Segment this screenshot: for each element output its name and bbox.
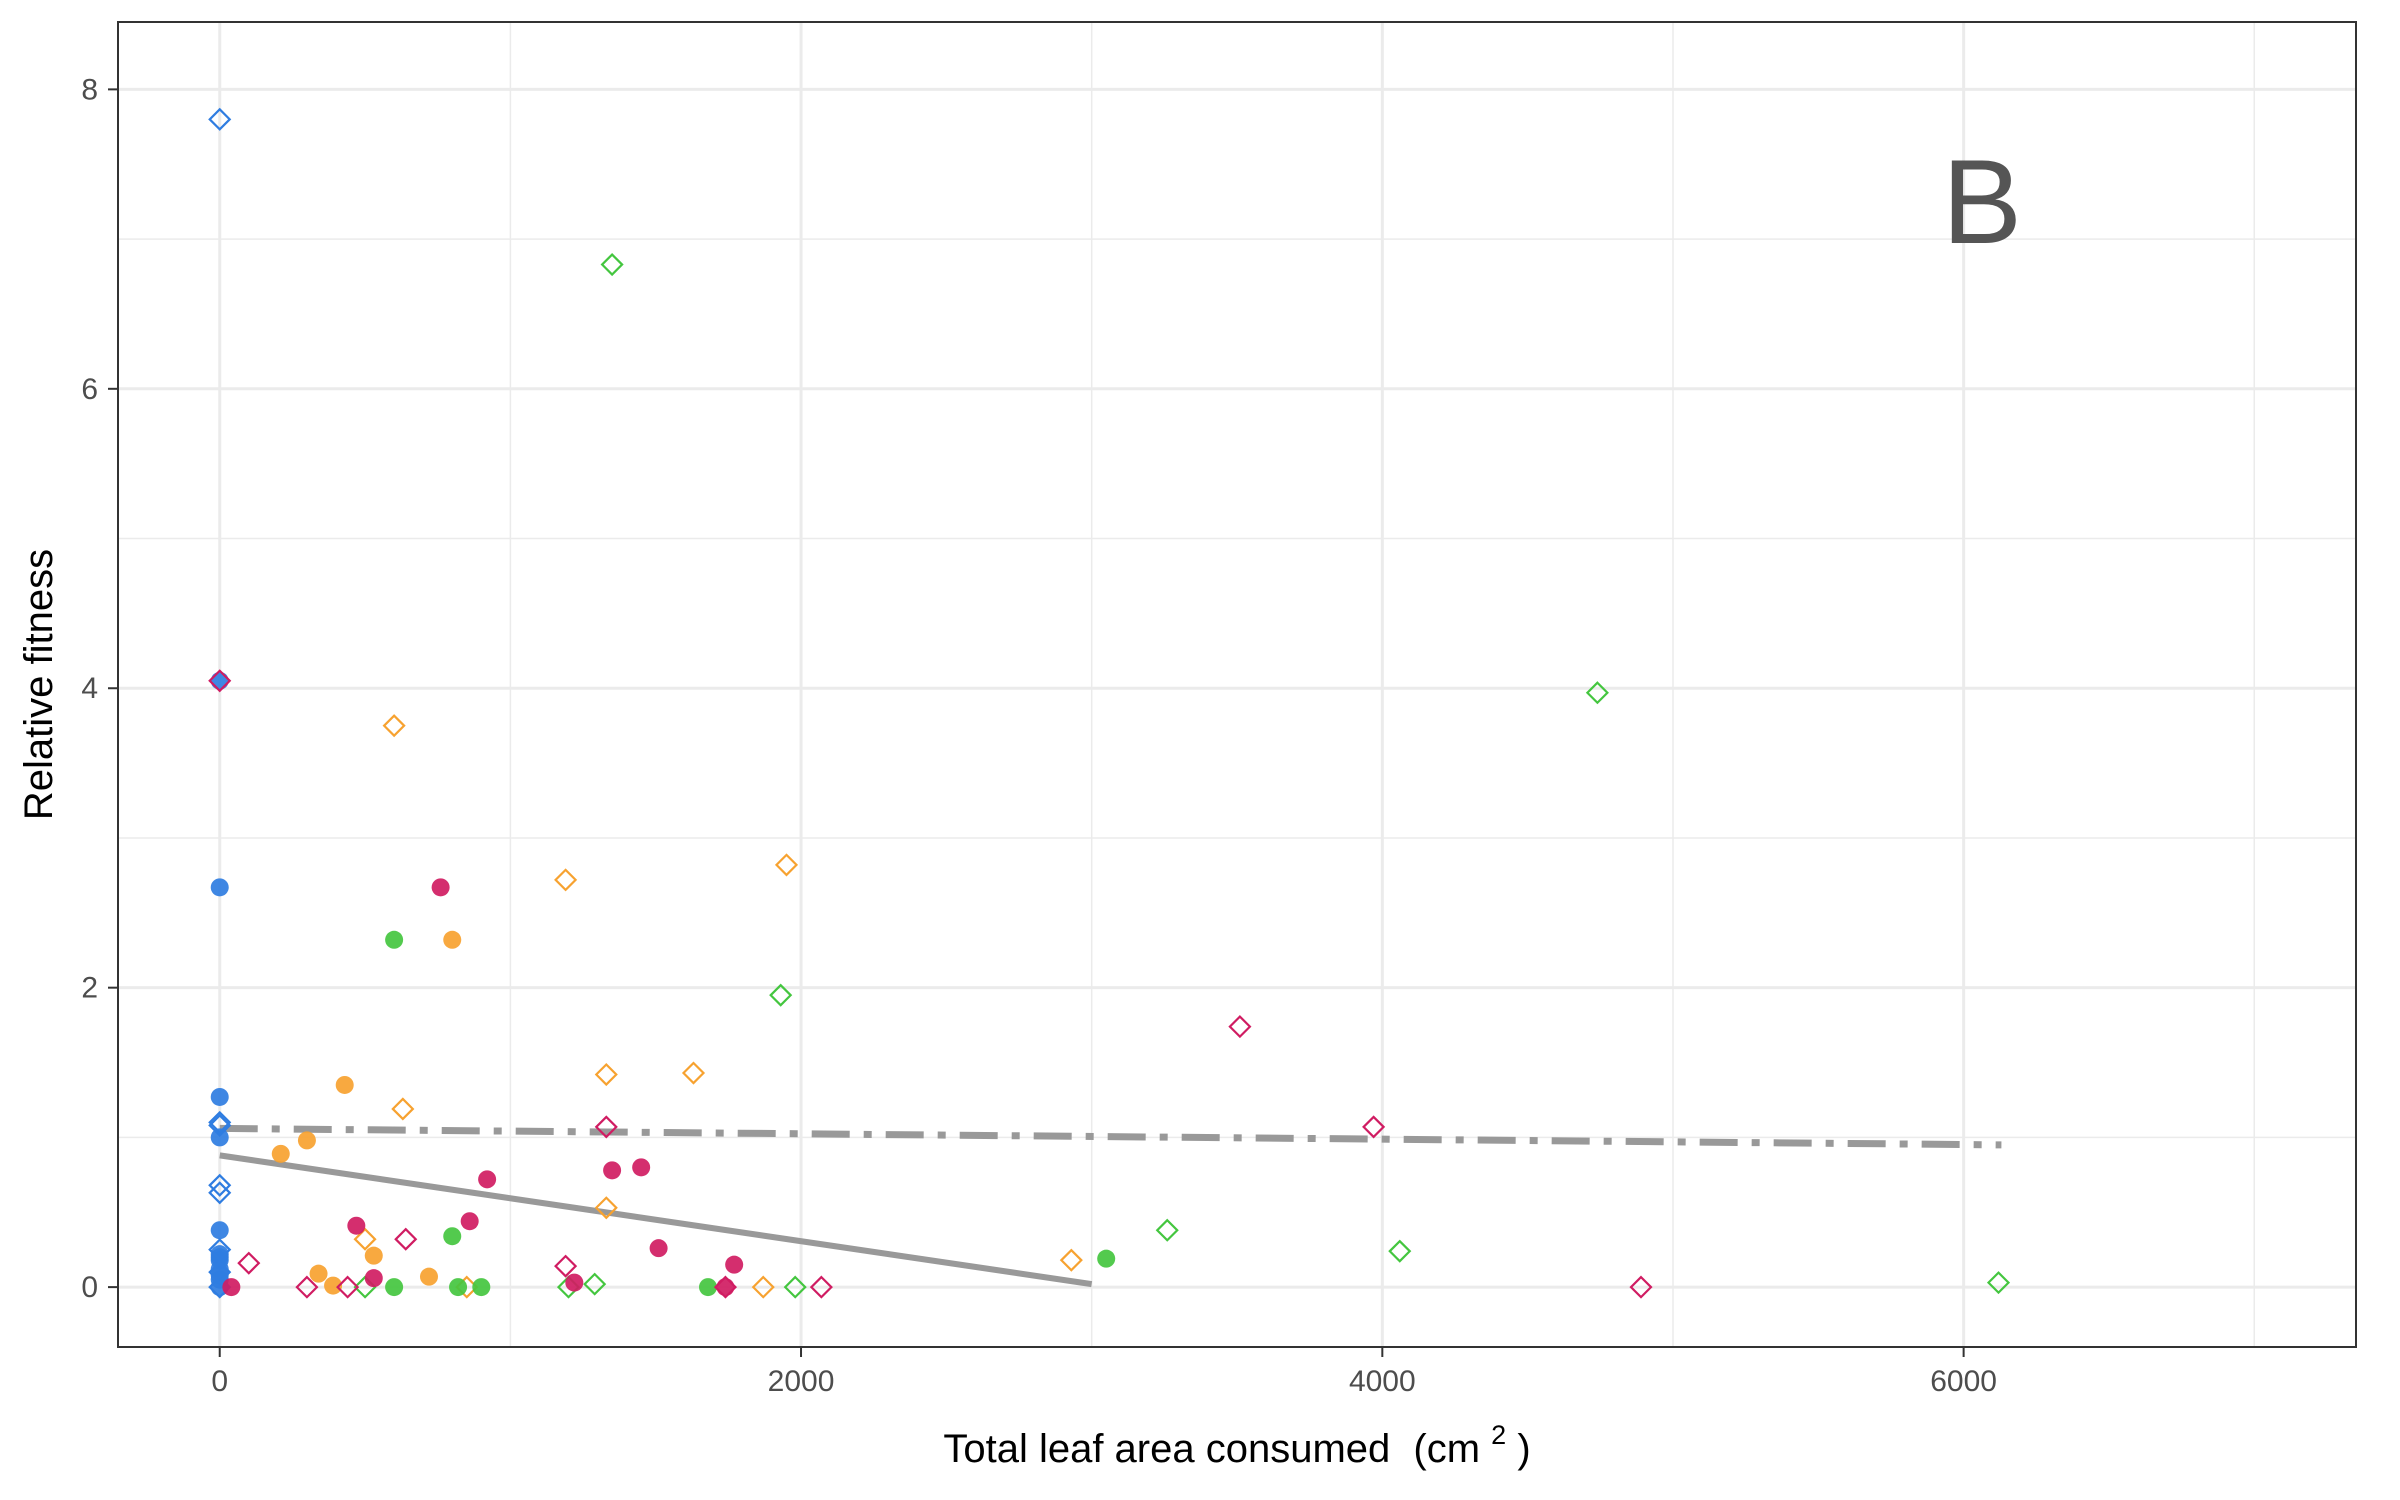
trend-line-dashdot — [219, 1124, 2002, 1149]
data-point-blue-circle — [210, 671, 229, 690]
data-point-orange-circle — [271, 1144, 290, 1163]
x-axis-title: Total leaf area consumed (cm 2 ) — [943, 1409, 1530, 1471]
data-point-green-diamond — [769, 983, 793, 1007]
data-point-magenta-diamond — [713, 1275, 738, 1299]
data-point-orange-diamond — [382, 714, 406, 738]
data-point-orange-circle — [419, 1267, 438, 1286]
x-axis-unit-superscript: 2 — [1491, 1420, 1506, 1450]
x-tick-label: 0 — [211, 1365, 228, 1398]
data-point-magenta-circle — [431, 878, 450, 897]
data-point-orange-circle — [443, 930, 462, 949]
y-tick-label: 4 — [81, 672, 98, 705]
grid — [118, 22, 2356, 1347]
data-point-green-circle — [1097, 1249, 1116, 1268]
data-point-blue-circle — [210, 1221, 229, 1240]
data-point-blue-diamond — [208, 1113, 232, 1137]
x-axis-title-text: Total leaf area consumed — [943, 1427, 1390, 1471]
data-point-magenta-diamond — [1228, 1015, 1252, 1039]
x-tick-label: 2000 — [768, 1365, 835, 1398]
data-point-blue-circle — [210, 1128, 229, 1147]
data-point-orange-diamond — [391, 1097, 415, 1121]
x-axis-unit: (cm — [1413, 1427, 1480, 1471]
y-axis-title: Relative fitness — [17, 549, 61, 820]
data-point-green-diamond — [1585, 681, 1609, 705]
data-point-orange-circle — [297, 1131, 316, 1150]
data-point-magenta-diamond — [237, 1251, 261, 1275]
data-point-magenta-diamond — [295, 1275, 319, 1299]
data-point-orange-circle — [335, 1075, 354, 1094]
data-point-magenta-diamond — [394, 1227, 418, 1251]
plot-frame — [117, 21, 2357, 1348]
data-point-blue-diamond — [208, 1260, 232, 1284]
data-point-magenta-circle — [478, 1170, 497, 1189]
data-point-orange-diamond — [353, 1227, 377, 1251]
y-tick-label: 6 — [81, 373, 98, 406]
y-tick-label: 0 — [81, 1271, 98, 1304]
data-point-green-circle — [699, 1278, 718, 1297]
panel-label: B — [1942, 135, 2022, 269]
data-point-green-diamond — [600, 252, 624, 277]
data-point-blue-diamond — [208, 1110, 232, 1134]
data-point-magenta-diamond — [336, 1275, 360, 1299]
data-point-magenta-circle — [716, 1278, 735, 1297]
data-point-orange-diamond — [554, 868, 578, 892]
data-point-magenta-circle — [603, 1161, 622, 1180]
data-point-green-circle — [443, 1227, 462, 1246]
data-point-magenta-circle — [364, 1269, 383, 1288]
data-point-green-diamond — [783, 1275, 807, 1299]
data-point-blue-circle — [210, 878, 229, 897]
data-point-magenta-diamond — [554, 1254, 578, 1278]
data-point-orange-diamond — [774, 853, 799, 877]
data-point-green-diamond — [1155, 1218, 1179, 1242]
data-point-green-circle — [385, 1278, 404, 1297]
data-point-orange-diamond — [681, 1061, 706, 1085]
data-point-green-circle — [385, 930, 404, 949]
data-point-blue-diamond — [208, 107, 232, 131]
data-point-magenta-diamond — [1629, 1275, 1653, 1299]
data-point-orange-circle — [324, 1276, 343, 1295]
data-point-orange-diamond — [751, 1275, 775, 1299]
x-tick-label: 4000 — [1349, 1365, 1416, 1398]
data-point-blue-circle — [210, 1087, 229, 1106]
data-point-magenta-circle — [347, 1216, 366, 1235]
data-point-magenta-diamond — [594, 1115, 618, 1139]
data-point-magenta-circle — [222, 1278, 241, 1297]
data-point-green-circle — [449, 1278, 468, 1297]
data-point-green-diamond — [1388, 1239, 1412, 1263]
data-point-blue-diamond — [208, 1173, 232, 1197]
data-point-magenta-circle — [632, 1158, 651, 1177]
data-point-orange-diamond — [594, 1196, 618, 1220]
x-axis-unit-close: ) — [1517, 1427, 1530, 1471]
data-point-magenta-circle — [565, 1273, 584, 1292]
data-point-magenta-diamond — [809, 1275, 833, 1299]
y-tick-label: 8 — [81, 73, 98, 106]
x-tick-label: 6000 — [1930, 1365, 1997, 1398]
axes: 0 2000 4000 6000 0 2 4 6 8 — [81, 73, 1997, 1398]
data-point-blue-circle — [210, 1245, 229, 1264]
data-point-orange-diamond — [1059, 1248, 1083, 1272]
data-point-magenta-circle — [649, 1239, 668, 1258]
data-point-magenta-circle — [460, 1212, 479, 1231]
data-point-magenta-circle — [725, 1255, 744, 1274]
data-point-magenta-diamond — [1362, 1115, 1386, 1139]
trend-line-solid — [219, 1152, 1093, 1288]
data-point-green-diamond — [583, 1272, 607, 1296]
data-point-green-circle — [472, 1278, 491, 1297]
data-point-orange-circle — [309, 1264, 328, 1283]
data-point-orange-diamond — [594, 1062, 618, 1087]
data-point-blue-diamond — [208, 1238, 232, 1262]
data-point-green-diamond — [1986, 1271, 2011, 1295]
data-points — [208, 107, 2011, 1299]
y-tick-label: 2 — [81, 972, 98, 1005]
trend-lines — [219, 1124, 2002, 1288]
data-point-orange-circle — [364, 1246, 383, 1265]
data-point-magenta-diamond — [208, 669, 232, 693]
